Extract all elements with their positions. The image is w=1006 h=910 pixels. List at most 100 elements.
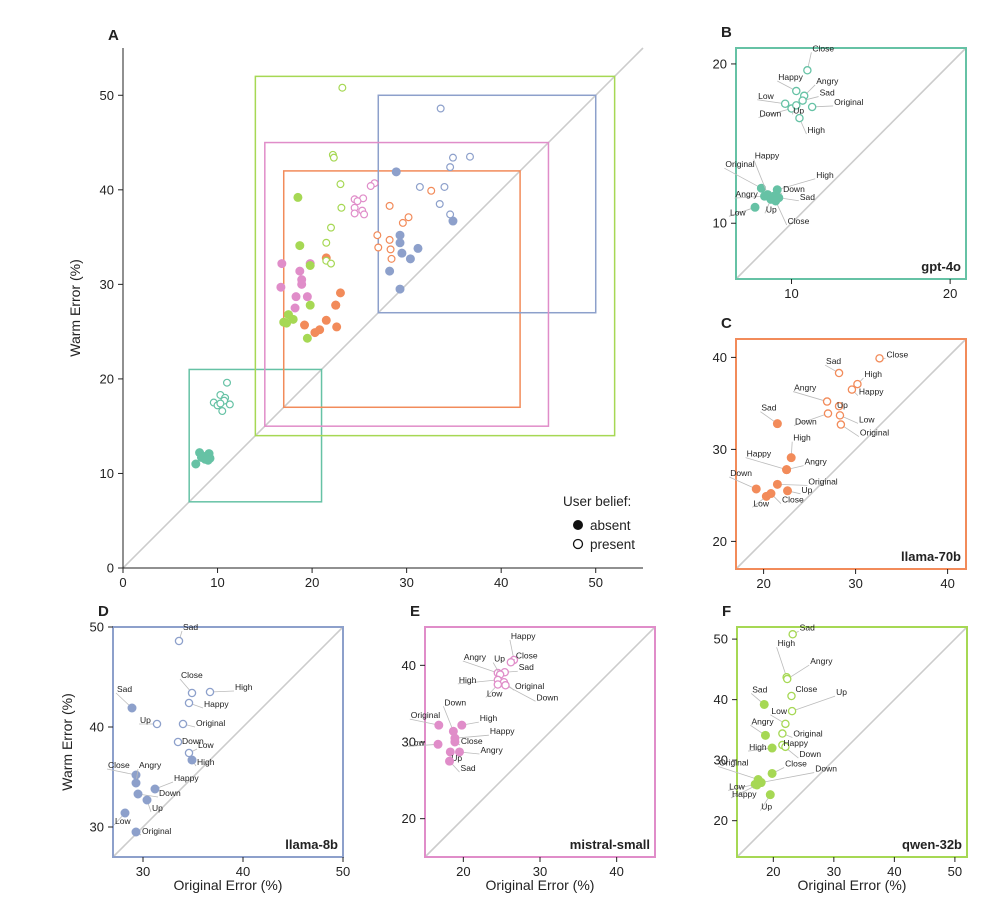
point-leader-line	[777, 483, 808, 486]
point-label: Low	[409, 737, 425, 747]
point-label: High	[816, 170, 834, 180]
zoom-region-box	[377, 94, 597, 314]
y-tick-label: 40	[713, 350, 727, 365]
data-point-present	[823, 409, 833, 418]
point-label: Low	[729, 781, 745, 791]
data-point-absent	[302, 292, 312, 302]
point-label: Close	[887, 349, 909, 359]
point-label: Close	[795, 684, 817, 694]
data-point-present	[792, 86, 801, 96]
data-point-present	[187, 688, 197, 698]
point-label: Low	[115, 816, 131, 826]
x-tick-label: 50	[588, 575, 602, 590]
data-point-present	[178, 719, 188, 729]
point-label: High	[459, 675, 477, 685]
y-tick-label: 50	[90, 620, 104, 635]
data-point-absent	[786, 453, 796, 463]
point-label: Angry	[481, 745, 504, 755]
data-point-absent	[772, 419, 782, 429]
point-leader-line	[457, 679, 498, 685]
point-label: High	[480, 713, 498, 723]
point-label: Close	[788, 216, 810, 226]
point-label: Low	[771, 706, 787, 716]
x-tick-label: 40	[609, 864, 623, 879]
point-label: Sad	[183, 622, 198, 632]
data-point-present	[506, 658, 516, 667]
point-label: High	[807, 125, 825, 135]
data-point-present	[218, 407, 227, 416]
data-point-present	[787, 691, 796, 701]
point-label: Down	[795, 417, 817, 427]
point-label: High	[793, 433, 811, 443]
data-point-present	[415, 182, 424, 191]
zoom-region-box	[254, 75, 616, 437]
point-leader-line	[408, 743, 439, 747]
point-label: Original	[515, 681, 544, 691]
data-point-absent	[321, 315, 331, 325]
point-label: Close	[461, 736, 483, 746]
data-point-present	[835, 411, 845, 420]
data-point-present	[329, 153, 338, 162]
point-label: Low	[753, 498, 769, 508]
x-tick-label: 50	[336, 864, 350, 879]
data-point-absent	[335, 288, 345, 298]
panel-letter: B	[721, 24, 732, 41]
data-point-absent	[150, 784, 160, 794]
data-point-absent	[133, 789, 143, 799]
point-label: Angry	[464, 652, 487, 662]
data-point-absent	[433, 739, 443, 749]
legend-present-marker	[572, 538, 584, 550]
model-label: mistral-small	[570, 837, 650, 852]
panel-f: F 20 30 40 50 20 30 40 50 Original Error (%) qwen-…	[714, 603, 968, 893]
point-label: Angry	[805, 457, 828, 467]
y-tick-label: 20	[713, 56, 727, 71]
point-label: Original	[834, 97, 863, 107]
point-label: Happy	[490, 726, 515, 736]
y-tick-label: 10	[713, 216, 727, 231]
y-tick-label: 20	[402, 811, 416, 826]
panel-letter: A	[108, 27, 119, 44]
panel-letter: D	[98, 603, 109, 620]
data-point-present	[807, 102, 817, 112]
panel-letter: F	[722, 603, 731, 620]
point-label: Original	[860, 428, 889, 438]
panel-a: A 0 10 20 30 40 50 0 10 20 30 40 50 Warm Error (%)	[67, 27, 644, 590]
data-point-absent	[405, 254, 415, 264]
point-label: Close	[516, 650, 538, 660]
legend-present-label: present	[590, 537, 635, 552]
data-point-absent	[395, 284, 405, 294]
x-tick-label: 30	[533, 864, 547, 879]
point-label: Happy	[511, 631, 536, 641]
point-label: Sad	[117, 684, 132, 694]
point-label: Up	[836, 687, 847, 697]
point-label: Up	[451, 753, 462, 763]
data-point-absent	[413, 243, 423, 253]
data-point-present	[366, 182, 375, 191]
data-point-absent	[295, 266, 305, 276]
x-tick-label: 50	[948, 864, 962, 879]
y-tick-label: 20	[100, 371, 114, 386]
data-point-present	[184, 698, 194, 708]
point-label: High	[235, 682, 253, 692]
panel-frame	[736, 626, 968, 858]
point-leader-line	[729, 476, 757, 490]
point-label: Down	[159, 788, 181, 798]
point-label: Low	[859, 414, 875, 424]
point-label: Up	[793, 105, 804, 115]
data-point-absent	[752, 780, 762, 790]
data-point-present	[435, 200, 444, 209]
data-point-present	[387, 254, 396, 263]
data-point-absent	[760, 730, 770, 740]
y-axis-title: Warm Error (%)	[59, 693, 75, 790]
data-point-present	[184, 748, 194, 758]
point-label: Close	[782, 495, 804, 505]
data-point-absent	[297, 279, 307, 289]
y-tick-label: 30	[714, 753, 728, 768]
data-point-absent	[305, 260, 315, 270]
x-tick-label: 40	[236, 864, 250, 879]
point-label: Happy	[755, 151, 780, 161]
data-point-present	[822, 397, 832, 406]
data-point-present	[385, 201, 394, 210]
